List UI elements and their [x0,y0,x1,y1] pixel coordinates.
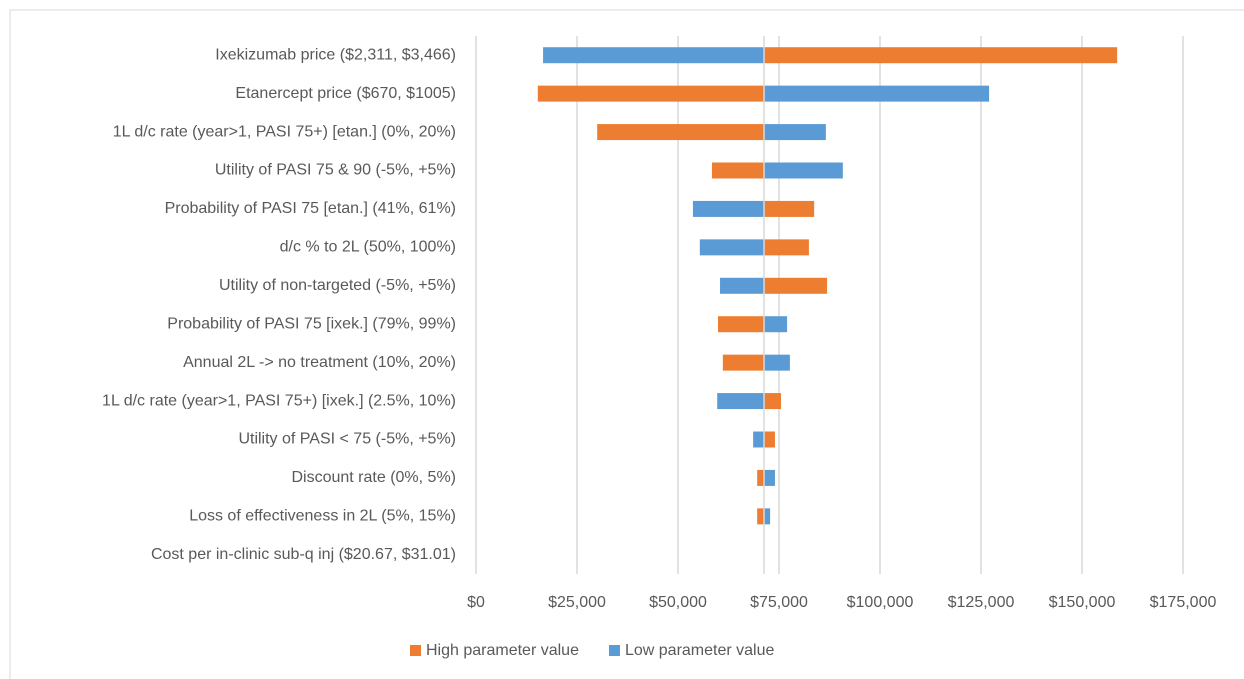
bar [764,162,843,179]
bar [764,469,775,486]
bar [757,469,765,486]
bar [764,200,815,217]
y-tick-label: 1L d/c rate (year>1, PASI 75+) [etan.] (… [113,123,456,140]
x-tick-label: $75,000 [750,594,808,611]
x-tick-label: $0 [467,594,485,611]
bar [764,316,788,333]
y-tick-label: Utility of PASI < 75 (-5%, +5%) [238,431,456,448]
bar [764,239,809,256]
y-tick-label: Discount rate (0%, 5%) [291,469,456,486]
bar [692,200,765,217]
legend-label: Low parameter value [625,642,775,659]
legend-label: High parameter value [426,642,579,659]
bar [757,508,765,525]
y-tick-label: Etanercept price ($670, $1005) [235,85,456,102]
y-tick-label: Probability of PASI 75 [ixek.] (79%, 99%… [167,315,456,332]
y-tick-label: Probability of PASI 75 [etan.] (41%, 61%… [165,200,456,217]
y-tick-label: Loss of effectiveness in 2L (5%, 15%) [189,508,456,525]
bar [764,431,775,448]
x-tick-label: $125,000 [948,594,1015,611]
y-tick-label: Cost per in-clinic sub-q inj ($20.67, $3… [151,546,456,563]
y-tick-label: Ixekizumab price ($2,311, $3,466) [215,46,456,63]
x-tick-label: $50,000 [649,594,707,611]
bar [717,316,765,333]
bar [722,354,765,371]
bar [543,47,765,64]
y-tick-label: Utility of non-targeted (-5%, +5%) [219,277,456,294]
legend-swatch [608,645,620,656]
chart-frame [9,9,1244,679]
x-tick-label: $175,000 [1150,594,1217,611]
bar [699,239,765,256]
y-tick-label: Utility of PASI 75 & 90 (-5%, +5%) [215,162,456,179]
bar [764,354,790,371]
bar [537,85,765,102]
bar [764,124,826,141]
bar [764,277,828,294]
x-tick-label: $25,000 [548,594,606,611]
bar [764,47,1118,64]
bar [764,85,990,102]
bar [764,393,782,410]
y-tick-label: Annual 2L -> no treatment (10%, 20%) [183,354,456,371]
y-tick-label: d/c % to 2L (50%, 100%) [280,239,456,256]
legend-swatch [410,645,421,656]
bar [764,508,771,525]
bar [711,162,765,179]
bar [720,277,765,294]
x-tick-label: $150,000 [1049,594,1116,611]
bar [717,393,765,410]
bar [753,431,765,448]
y-tick-label: 1L d/c rate (year>1, PASI 75+) [ixek.] (… [102,392,456,409]
bar [597,124,765,141]
x-tick-label: $100,000 [847,594,914,611]
